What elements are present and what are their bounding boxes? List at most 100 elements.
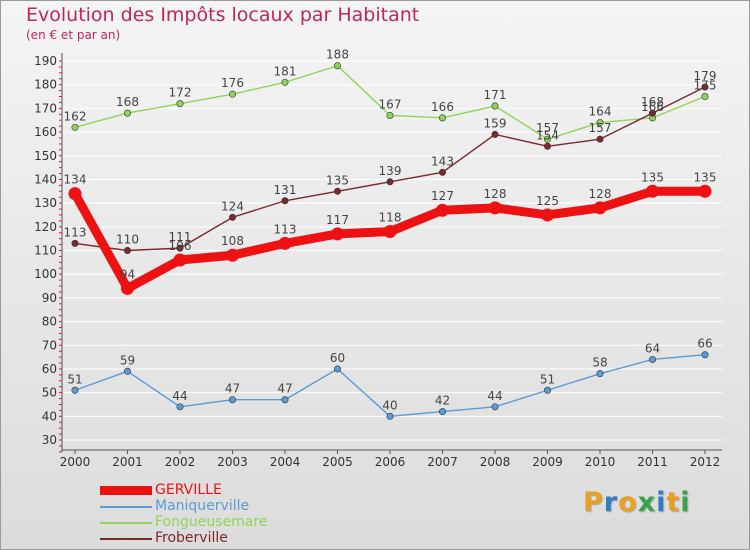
data-point xyxy=(176,100,184,108)
data-point xyxy=(648,109,656,117)
chart-series xyxy=(68,62,712,420)
data-label: 127 xyxy=(431,189,454,203)
x-tick-label: 2007 xyxy=(427,455,458,469)
y-tick-label: 170 xyxy=(34,101,57,115)
data-point xyxy=(386,111,394,119)
data-label: 135 xyxy=(326,173,349,187)
data-point xyxy=(333,365,341,373)
data-label: 51 xyxy=(540,372,555,386)
data-point xyxy=(124,109,132,117)
data-label: 128 xyxy=(484,187,507,201)
data-label: 64 xyxy=(645,341,660,355)
data-point xyxy=(281,78,289,86)
data-point xyxy=(68,187,82,201)
data-label: 175 xyxy=(694,79,717,93)
data-point xyxy=(438,168,446,176)
data-point xyxy=(596,135,604,143)
data-point xyxy=(229,90,237,98)
y-tick-label: 120 xyxy=(34,220,57,234)
data-label: 40 xyxy=(382,398,397,412)
x-tick-label: 2010 xyxy=(585,455,616,469)
legend-swatch xyxy=(100,538,152,540)
data-label: 179 xyxy=(694,69,717,83)
data-point xyxy=(121,281,134,295)
y-tick-label: 190 xyxy=(34,54,57,68)
data-label: 159 xyxy=(484,116,507,130)
data-point xyxy=(176,403,184,411)
data-label: 181 xyxy=(274,64,297,78)
legend-swatch xyxy=(100,522,152,524)
chart-axes: 30 40 50 60 70 80 90 100 110 120 130 140 150 160 170 18… xyxy=(34,53,722,469)
data-label: 166 xyxy=(431,100,454,114)
series-froberville xyxy=(71,83,709,255)
data-point xyxy=(543,386,551,394)
data-point xyxy=(491,130,499,138)
data-label: 108 xyxy=(221,234,244,248)
data-point xyxy=(229,213,237,221)
data-label: 134 xyxy=(64,173,87,187)
data-point xyxy=(281,396,289,404)
y-tick-label: 130 xyxy=(34,196,57,210)
series-gerville xyxy=(68,184,712,295)
x-tick-label: 2009 xyxy=(532,455,563,469)
data-label: 135 xyxy=(694,170,717,184)
x-tick-label: 2004 xyxy=(270,455,301,469)
y-tick-label: 50 xyxy=(42,386,57,400)
data-label: 124 xyxy=(221,199,244,213)
data-label: 164 xyxy=(589,105,612,119)
data-label: 162 xyxy=(64,109,87,123)
legend-label: Maniquerville xyxy=(155,498,250,514)
data-point xyxy=(71,123,79,131)
y-tick-label: 110 xyxy=(34,244,57,258)
data-label: 44 xyxy=(487,389,502,403)
x-tick-label: 2003 xyxy=(217,455,248,469)
data-label: 117 xyxy=(326,213,349,227)
data-point xyxy=(488,201,502,215)
data-label: 128 xyxy=(589,187,612,201)
x-tick-label: 2008 xyxy=(480,455,511,469)
data-point xyxy=(71,239,79,247)
logo-letter: r xyxy=(603,487,619,518)
y-tick-label: 80 xyxy=(42,315,57,329)
data-label: 143 xyxy=(431,154,454,168)
data-label: 168 xyxy=(641,95,664,109)
data-label: 118 xyxy=(379,211,402,225)
y-tick-label: 150 xyxy=(34,149,57,163)
data-point xyxy=(124,247,132,255)
data-label: 139 xyxy=(379,164,402,178)
data-label: 157 xyxy=(536,121,559,135)
logo-letter: t xyxy=(666,487,681,518)
y-tick-label: 100 xyxy=(34,267,57,281)
chart-subtitle: (en € et par an) xyxy=(26,28,121,42)
data-label: 188 xyxy=(326,48,349,62)
data-label: 66 xyxy=(697,337,712,351)
data-label: 94 xyxy=(120,267,135,281)
x-tick-label: 2002 xyxy=(165,455,196,469)
data-point xyxy=(701,93,709,101)
x-tick-label: 2005 xyxy=(322,455,353,469)
data-point xyxy=(698,184,712,198)
data-point xyxy=(281,197,289,205)
data-point xyxy=(596,370,604,378)
data-label: 58 xyxy=(592,356,607,370)
logo-letter: P xyxy=(583,487,604,518)
data-label: 111 xyxy=(169,230,192,244)
data-point xyxy=(438,114,446,122)
data-point xyxy=(173,253,187,267)
data-point xyxy=(278,236,292,250)
data-label: 168 xyxy=(116,95,139,109)
legend-label: Froberville xyxy=(155,530,228,546)
data-label: 154 xyxy=(536,128,559,142)
data-label: 171 xyxy=(484,88,507,102)
legend-label: Fongueusemare xyxy=(155,514,268,530)
y-tick-label: 30 xyxy=(42,433,57,447)
logo-letter: i xyxy=(680,487,691,518)
y-tick-label: 160 xyxy=(34,125,57,139)
data-point xyxy=(438,408,446,416)
data-point xyxy=(491,102,499,110)
data-point xyxy=(229,396,237,404)
data-point xyxy=(701,83,709,91)
y-tick-label: 90 xyxy=(42,291,57,305)
data-point xyxy=(541,208,554,222)
